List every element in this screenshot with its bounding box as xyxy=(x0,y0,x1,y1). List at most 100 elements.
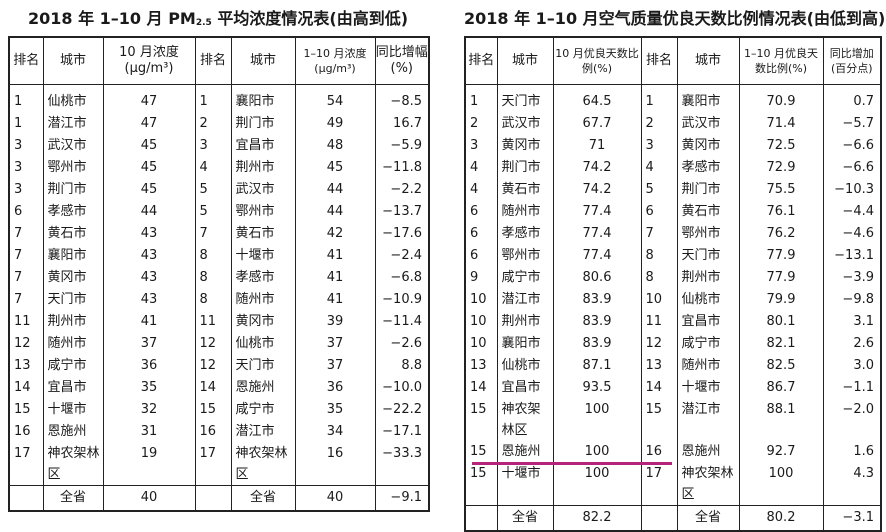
cell-rank-ytd: 16 xyxy=(194,421,232,443)
cell-city: 孝感市 xyxy=(496,223,554,245)
cell-city-ytd: 黄冈市 xyxy=(230,311,296,333)
cell-city: 荆门市 xyxy=(42,179,104,201)
cell-yoy-change: 2.6 xyxy=(822,333,882,355)
cell-ytd-value: 44 xyxy=(294,179,376,201)
cell-rank: 14 xyxy=(464,377,498,399)
table-row: 15 十堰市 100 17 神农架林区 100 4.3 xyxy=(464,463,882,506)
cell-oct-value: 77.4 xyxy=(552,245,642,267)
header-rank-ytd: 排名 xyxy=(194,36,232,85)
cell-rank: 4 xyxy=(464,179,498,201)
cell-ytd-value: 41 xyxy=(294,289,376,311)
cell-rank: 7 xyxy=(8,223,44,245)
good-days-province-total-row: 全省 82.2 全省 80.2 −3.1 xyxy=(464,505,882,532)
cell-ytd-value: 92.7 xyxy=(738,441,824,463)
total-label-ytd: 全省 xyxy=(230,485,296,512)
cell-city-ytd: 武汉市 xyxy=(676,113,740,135)
total-label-ytd: 全省 xyxy=(676,505,740,532)
cell-rank: 6 xyxy=(464,223,498,245)
cell-ytd-value: 48 xyxy=(294,135,376,157)
cell-yoy-change: 3.0 xyxy=(822,355,882,377)
header-ytd-concentration: 1–10 月浓度(μg/m³) xyxy=(294,36,376,85)
cell-city-ytd: 宜昌市 xyxy=(230,135,296,157)
cell-rank-ytd: 12 xyxy=(194,355,232,377)
table-row: 4 荆门市 74.2 4 孝感市 72.9 −6.6 xyxy=(464,157,882,179)
cell-city-ytd: 孝感市 xyxy=(676,157,740,179)
cell-city-ytd: 恩施州 xyxy=(230,377,296,399)
cell-oct-value: 100 xyxy=(552,399,642,441)
cell-city-ytd: 孝感市 xyxy=(230,267,296,289)
cell-city: 荆州市 xyxy=(496,311,554,333)
cell-yoy-change: −10.3 xyxy=(822,179,882,201)
table-row: 7 黄冈市 43 8 孝感市 41 −6.8 xyxy=(8,267,430,289)
cell-city: 鄂州市 xyxy=(496,245,554,267)
table-row: 17 神农架林区 19 17 神农架林区 16 −33.3 xyxy=(8,443,430,486)
cell-ytd-value: 39 xyxy=(294,311,376,333)
cell-yoy-change: −33.3 xyxy=(374,443,430,486)
total-oct-value: 82.2 xyxy=(552,505,642,532)
cell-oct-value: 83.9 xyxy=(552,289,642,311)
cell-yoy-change: −2.6 xyxy=(374,333,430,355)
cell-oct-value: 74.2 xyxy=(552,179,642,201)
cell-yoy-change: 3.1 xyxy=(822,311,882,333)
total-label: 全省 xyxy=(42,485,104,512)
cell-oct-value: 100 xyxy=(552,441,642,463)
cell-city: 荆州市 xyxy=(42,311,104,333)
cell-rank: 7 xyxy=(8,267,44,289)
cell-city: 恩施州 xyxy=(496,441,554,463)
cell-rank: 7 xyxy=(8,245,44,267)
cell-city: 宜昌市 xyxy=(42,377,104,399)
cell-city: 黄石市 xyxy=(42,223,104,245)
cell-rank: 15 xyxy=(8,399,44,421)
pm25-table-panel: 2018 年 1–10 月 PM2.5 平均浓度情况表(由高到低) 排名 城市 … xyxy=(8,0,430,512)
table-row: 15 十堰市 32 15 咸宁市 35 −22.2 xyxy=(8,399,430,421)
cell-rank-ytd: 6 xyxy=(640,201,678,223)
table-row: 12 随州市 37 12 仙桃市 37 −2.6 xyxy=(8,333,430,355)
cell-oct-value: 77.4 xyxy=(552,201,642,223)
cell-rank: 15 xyxy=(464,399,498,441)
cell-ytd-value: 49 xyxy=(294,113,376,135)
cell-oct-value: 47 xyxy=(102,84,196,113)
cell-oct-value: 83.9 xyxy=(552,311,642,333)
cell-ytd-value: 41 xyxy=(294,267,376,289)
cell-ytd-value: 82.1 xyxy=(738,333,824,355)
cell-oct-value: 64.5 xyxy=(552,84,642,113)
cell-rank-ytd: 15 xyxy=(194,399,232,421)
table-row: 3 鄂州市 45 4 荆州市 45 −11.8 xyxy=(8,157,430,179)
pm25-table-body: 1 仙桃市 47 1 襄阳市 54 −8.5 1 潜江市 47 2 荆门市 49 16.7 3 武汉市 45 3 宜… xyxy=(8,84,430,486)
table-row: 13 仙桃市 87.1 13 随州市 82.5 3.0 xyxy=(464,355,882,377)
cell-ytd-value: 77.9 xyxy=(738,267,824,289)
cell-city: 咸宁市 xyxy=(42,355,104,377)
table-row: 7 天门市 43 8 随州市 41 −10.9 xyxy=(8,289,430,311)
table-row: 10 潜江市 83.9 10 仙桃市 79.9 −9.8 xyxy=(464,289,882,311)
cell-yoy-change: 0.7 xyxy=(822,84,882,113)
cell-oct-value: 80.6 xyxy=(552,267,642,289)
total-ytd-value: 40 xyxy=(294,485,376,512)
cell-rank-ytd: 8 xyxy=(640,245,678,267)
cell-city-ytd: 潜江市 xyxy=(676,399,740,441)
cell-oct-value: 41 xyxy=(102,311,196,333)
cell-oct-value: 87.1 xyxy=(552,355,642,377)
cell-rank-ytd: 1 xyxy=(194,84,232,113)
cell-city-ytd: 随州市 xyxy=(676,355,740,377)
cell-rank-ytd: 8 xyxy=(194,245,232,267)
good-days-table: 排名 城市 10 月优良天数比例(%) 排名 城市 1–10 月优良天数比例(%… xyxy=(464,36,882,532)
cell-city: 潜江市 xyxy=(42,113,104,135)
cell-city: 孝感市 xyxy=(42,201,104,223)
cell-city: 荆门市 xyxy=(496,157,554,179)
cell-city-ytd: 恩施州 xyxy=(676,441,740,463)
cell-yoy-change: −17.1 xyxy=(374,421,430,443)
cell-city: 武汉市 xyxy=(496,113,554,135)
table-row: 6 随州市 77.4 6 黄石市 76.1 −4.4 xyxy=(464,201,882,223)
cell-city: 襄阳市 xyxy=(42,245,104,267)
table-row: 10 荆州市 83.9 11 宜昌市 80.1 3.1 xyxy=(464,311,882,333)
cell-city-ytd: 十堰市 xyxy=(676,377,740,399)
cell-ytd-value: 79.9 xyxy=(738,289,824,311)
cell-rank: 4 xyxy=(464,157,498,179)
cell-oct-value: 36 xyxy=(102,355,196,377)
cell-yoy-change: −9.8 xyxy=(822,289,882,311)
cell-oct-value: 45 xyxy=(102,179,196,201)
cell-city: 仙桃市 xyxy=(42,84,104,113)
cell-ytd-value: 86.7 xyxy=(738,377,824,399)
cell-city: 随州市 xyxy=(496,201,554,223)
total-oct-value: 40 xyxy=(102,485,196,512)
